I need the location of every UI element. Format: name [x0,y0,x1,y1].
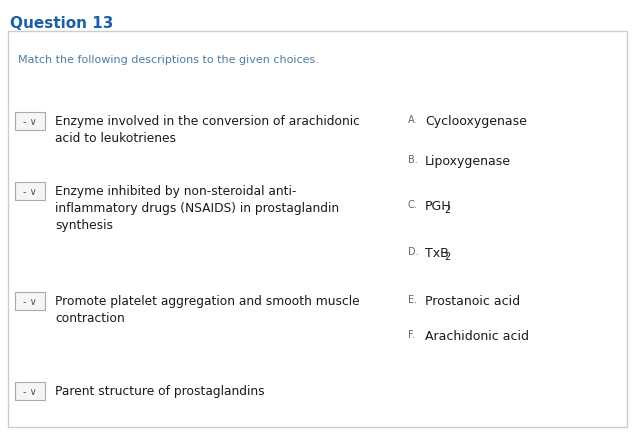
Text: Promote platelet aggregation and smooth muscle: Promote platelet aggregation and smooth … [55,294,359,307]
Text: C.: C. [408,200,418,210]
Text: synthesis: synthesis [55,218,113,231]
Text: Question 13: Question 13 [10,16,114,31]
Text: Parent structure of prostaglandins: Parent structure of prostaglandins [55,384,265,397]
Text: 2: 2 [444,204,451,214]
Text: - ∨: - ∨ [23,117,37,127]
Text: F.: F. [408,329,415,339]
Text: Lipoxygenase: Lipoxygenase [425,155,511,168]
FancyBboxPatch shape [15,293,45,310]
Text: contraction: contraction [55,311,124,324]
Text: 2: 2 [444,251,451,261]
Text: Cyclooxygenase: Cyclooxygenase [425,115,527,128]
Text: D.: D. [408,247,418,256]
Text: - ∨: - ∨ [23,296,37,306]
Text: Prostanoic acid: Prostanoic acid [425,294,520,307]
Text: inflammatory drugs (NSAIDS) in prostaglandin: inflammatory drugs (NSAIDS) in prostagla… [55,201,339,214]
Text: Match the following descriptions to the given choices.: Match the following descriptions to the … [18,55,319,65]
Text: Arachidonic acid: Arachidonic acid [425,329,529,342]
FancyBboxPatch shape [15,113,45,131]
FancyBboxPatch shape [15,382,45,400]
Text: PGH: PGH [425,200,451,213]
FancyBboxPatch shape [15,183,45,201]
Text: Enzyme inhibited by non-steroidal anti-: Enzyme inhibited by non-steroidal anti- [55,184,297,197]
Text: - ∨: - ∨ [23,187,37,197]
Text: TxB: TxB [425,247,449,260]
Text: A.: A. [408,115,417,125]
Text: E.: E. [408,294,417,304]
Text: acid to leukotrienes: acid to leukotrienes [55,132,176,145]
Text: - ∨: - ∨ [23,386,37,396]
Text: B.: B. [408,155,418,164]
Text: Enzyme involved in the conversion of arachidonic: Enzyme involved in the conversion of ara… [55,115,360,128]
